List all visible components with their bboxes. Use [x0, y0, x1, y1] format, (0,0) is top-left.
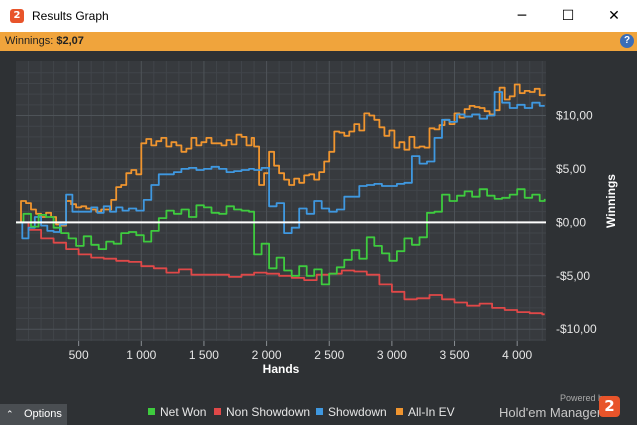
options-label: Options	[24, 408, 62, 420]
series-line-all-in-ev	[16, 83, 546, 227]
legend-non-showdown[interactable]: Non Showdown	[214, 405, 310, 419]
winnings-value: $2,07	[56, 35, 84, 47]
y-tick-label: -$10,00	[556, 322, 597, 336]
brand-logo-icon: 2	[599, 396, 620, 417]
app-logo-icon: 2	[10, 9, 24, 23]
series-line-net-won	[16, 188, 546, 286]
legend-showdown[interactable]: Showdown	[316, 405, 387, 419]
legend-label: Non Showdown	[226, 405, 311, 419]
legend-swatch	[214, 408, 221, 415]
y-axis-title: Winnings	[604, 174, 618, 228]
legend-net-won[interactable]: Net Won	[148, 405, 206, 419]
x-tick-label: 3 500	[440, 348, 470, 362]
results-chart: 500 1 000 1 500 2 000 2 500 3 000 3 500 4 000 $1…	[16, 61, 618, 376]
help-icon[interactable]: ?	[620, 34, 634, 48]
winnings-summary: Winnings: $2,07	[5, 35, 84, 47]
close-button[interactable]: ✕	[608, 8, 620, 24]
winnings-bar: Winnings: $2,07 ?	[0, 32, 637, 51]
y-tick-label: $10,00	[556, 109, 593, 123]
winnings-label: Winnings:	[5, 35, 54, 47]
x-tick-label: 3 000	[377, 348, 407, 362]
legend-all-in-ev[interactable]: All-In EV	[396, 405, 455, 419]
x-tick-label: 2 000	[252, 348, 282, 362]
options-button[interactable]: ⌃ Options	[0, 404, 67, 425]
legend-label: Net Won	[160, 405, 207, 419]
maximize-button[interactable]: ☐	[561, 8, 575, 24]
brand-name: Hold'em Manager	[499, 405, 602, 420]
window-title: Results Graph	[32, 9, 109, 23]
x-axis-title: Hands	[263, 362, 300, 376]
legend-swatch	[396, 408, 403, 415]
legend-swatch	[148, 408, 155, 415]
series-line-showdown	[16, 91, 545, 240]
chevron-up-icon: ⌃	[6, 409, 14, 419]
minimize-button[interactable]: ─	[517, 8, 527, 24]
x-tick-label: 1 000	[126, 348, 156, 362]
legend-label: All-In EV	[408, 405, 455, 419]
results-chart-panel: 500 1 000 1 500 2 000 2 500 3 000 3 500 4 000 $1…	[0, 51, 637, 425]
y-tick-label: $0,00	[556, 215, 586, 229]
x-tick-label: 500	[69, 348, 89, 362]
series-line-non-showdown	[16, 221, 545, 316]
legend-label: Showdown	[328, 405, 387, 419]
powered-by-text: Powered by	[560, 393, 608, 403]
title-bar: 2 Results Graph ─ ☐ ✕	[0, 0, 637, 32]
y-tick-label: -$5,00	[556, 269, 590, 283]
x-tick-label: 1 500	[189, 348, 219, 362]
legend-swatch	[316, 408, 323, 415]
x-tick-label: 2 500	[314, 348, 344, 362]
y-tick-label: $5,00	[556, 162, 586, 176]
x-tick-label: 4 000	[502, 348, 532, 362]
